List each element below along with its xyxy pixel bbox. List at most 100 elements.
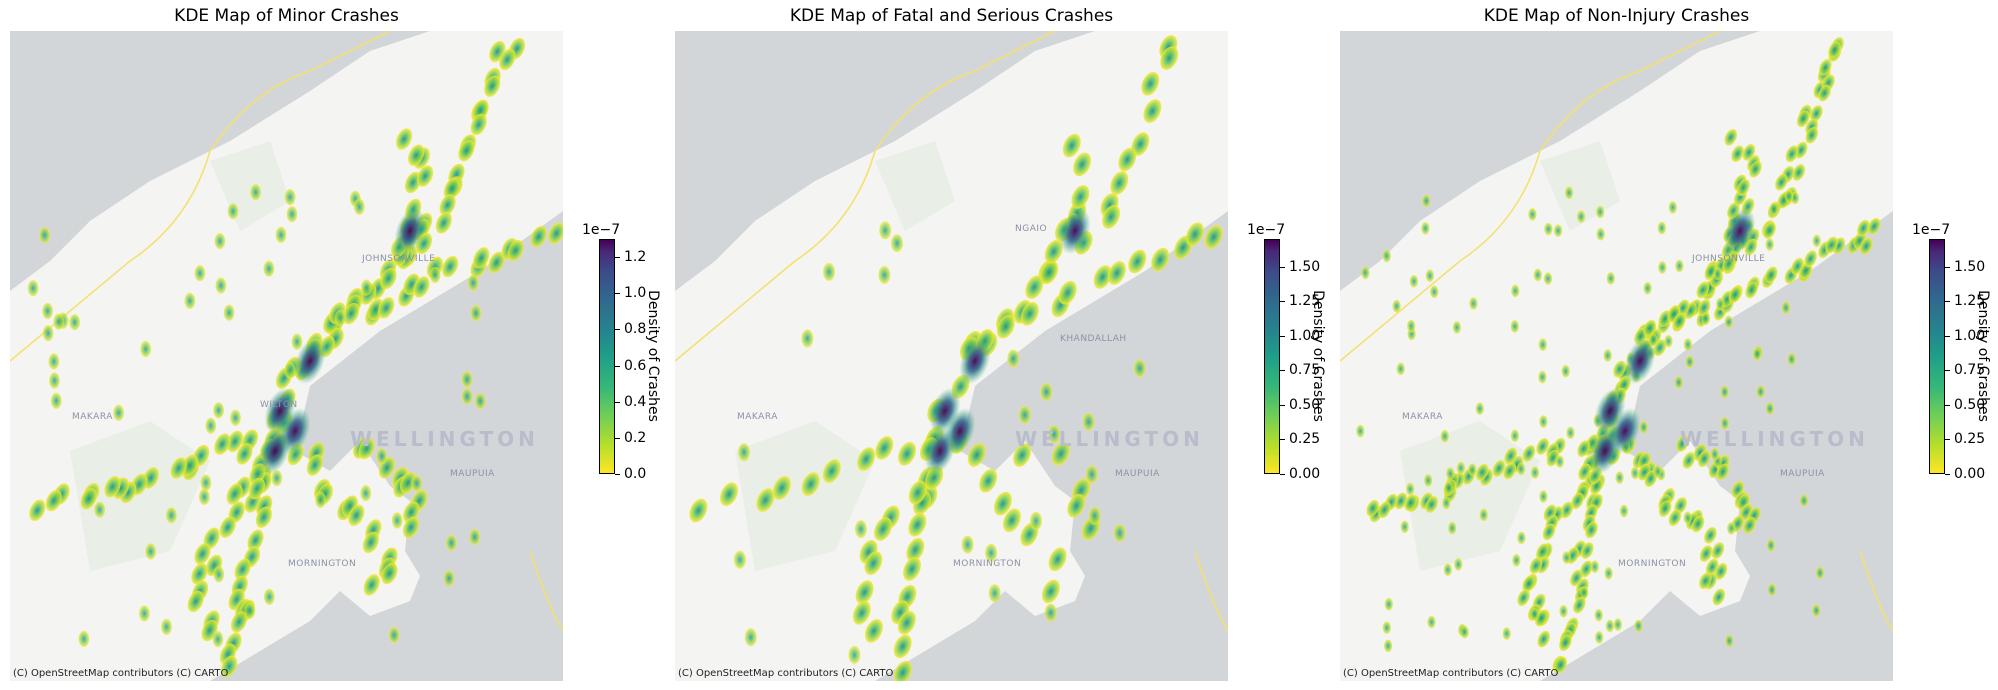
place-label: MAUPUIA bbox=[450, 469, 495, 479]
density-blob bbox=[1712, 588, 1726, 606]
density-blob bbox=[470, 305, 482, 322]
density-blob bbox=[1141, 71, 1160, 96]
density-blob bbox=[469, 528, 481, 546]
place-label: MAKARA bbox=[1402, 412, 1443, 422]
density-blob bbox=[1427, 615, 1436, 629]
colorbar-tick-label: 0.75 bbox=[1954, 362, 1986, 379]
density-blob bbox=[404, 171, 422, 194]
density-blob bbox=[1407, 319, 1416, 333]
density-blob bbox=[507, 239, 524, 262]
density-blob bbox=[1475, 402, 1484, 416]
density-blob bbox=[1804, 250, 1817, 268]
density-blob bbox=[1452, 321, 1462, 334]
density-blob bbox=[1685, 355, 1694, 369]
density-blob bbox=[474, 393, 486, 410]
density-blob bbox=[1133, 359, 1146, 378]
density-blob bbox=[1051, 441, 1070, 466]
density-blob bbox=[1691, 515, 1705, 533]
density-blob bbox=[198, 488, 210, 505]
density-blob bbox=[1040, 260, 1059, 285]
colorbar-tick-label: 0.25 bbox=[1289, 431, 1321, 448]
density-blob bbox=[1062, 133, 1081, 158]
density-blob bbox=[1675, 259, 1684, 273]
density-blob bbox=[499, 48, 516, 71]
density-blob bbox=[1815, 566, 1825, 580]
boundary-line bbox=[1859, 550, 1893, 632]
place-label: JOHNSONVILLE bbox=[361, 254, 435, 264]
density-blob bbox=[473, 247, 490, 269]
density-blob bbox=[226, 430, 244, 453]
density-blob bbox=[39, 227, 50, 244]
density-blob bbox=[244, 602, 256, 619]
density-blob bbox=[1668, 201, 1677, 214]
density-blob bbox=[139, 605, 150, 622]
place-label: MORNINGTON bbox=[288, 559, 356, 569]
density-blob bbox=[69, 314, 81, 331]
density-blob bbox=[1093, 265, 1112, 289]
density-blob bbox=[1067, 493, 1086, 518]
density-blob bbox=[1784, 189, 1794, 203]
density-blob bbox=[49, 372, 60, 389]
map-canvas[interactable]: MAKARA NGAIO KHANDALLAH WELLINGTON MAUPUIA MO… bbox=[675, 31, 1228, 681]
density-blob bbox=[1580, 586, 1589, 599]
basemap-svg: MAKARA JOHNSONVILLE WELLINGTON MAUPUIA MORNI… bbox=[1340, 31, 1893, 681]
density-blob bbox=[1585, 521, 1598, 539]
density-blob bbox=[1456, 461, 1466, 475]
density-blob bbox=[1812, 604, 1821, 617]
density-blob bbox=[443, 178, 460, 200]
density-blob bbox=[1560, 501, 1574, 519]
density-blob bbox=[1787, 352, 1796, 366]
density-blob bbox=[1697, 450, 1711, 468]
colorbar-tick-label: 1.00 bbox=[1289, 327, 1321, 344]
density-hotspot bbox=[1609, 407, 1641, 455]
density-blob bbox=[315, 491, 326, 508]
map-canvas[interactable]: MAKARA JOHNSONVILLE WELLINGTON MAUPUIA MORNI… bbox=[1340, 31, 1893, 681]
density-hotspot bbox=[294, 337, 326, 385]
density-blob bbox=[1696, 281, 1710, 299]
density-blob bbox=[42, 325, 54, 342]
colorbar bbox=[1929, 239, 1945, 474]
density-blob bbox=[1594, 608, 1603, 622]
density-blob bbox=[1697, 299, 1711, 316]
density-blob bbox=[875, 436, 894, 460]
place-label: MORNINGTON bbox=[1618, 559, 1686, 569]
density-blob bbox=[1475, 463, 1489, 481]
density-blob bbox=[461, 388, 473, 405]
density-hotspot bbox=[959, 337, 991, 385]
density-blob bbox=[1421, 222, 1430, 235]
density-blob bbox=[203, 527, 220, 549]
map-canvas[interactable]: MAKARA JOHNSONVILLE WILTON WELLINGTON MAUPUI… bbox=[10, 31, 563, 681]
density-blob bbox=[1724, 129, 1738, 146]
density-blob bbox=[1044, 603, 1057, 622]
density-blob bbox=[417, 165, 434, 187]
density-blob bbox=[391, 512, 403, 529]
density-blob bbox=[857, 447, 876, 471]
density-blob bbox=[1615, 471, 1624, 485]
density-blob bbox=[1742, 144, 1756, 161]
density-blob bbox=[1704, 526, 1717, 544]
density-blob bbox=[363, 574, 380, 596]
density-blob bbox=[247, 529, 264, 551]
density-blob bbox=[1720, 385, 1729, 399]
colorbar-tick-label: 0.00 bbox=[1954, 466, 1986, 482]
density-blob bbox=[1561, 364, 1570, 378]
density-blob bbox=[891, 234, 903, 253]
density-blob bbox=[255, 506, 272, 528]
density-blob bbox=[979, 468, 998, 493]
density-blob bbox=[1630, 466, 1640, 480]
density-blob bbox=[801, 329, 814, 348]
density-blob bbox=[1603, 349, 1612, 362]
density-blob bbox=[439, 194, 456, 216]
density-blob bbox=[1604, 567, 1613, 580]
density-blob bbox=[1536, 438, 1549, 455]
density-blob bbox=[1522, 445, 1536, 462]
colorbar-label: Density of Crashes bbox=[645, 290, 661, 422]
density-blob bbox=[1040, 382, 1053, 401]
density-blob bbox=[1406, 482, 1415, 496]
kde-panel-fatal-serious: KDE Map of Fatal and Serious Crashes MAK… bbox=[665, 0, 1326, 690]
boundary-line bbox=[675, 31, 1056, 362]
colorbar bbox=[1264, 239, 1280, 474]
density-blob bbox=[1537, 630, 1550, 648]
density-blob bbox=[213, 566, 225, 583]
kde-density-layer bbox=[27, 37, 563, 678]
